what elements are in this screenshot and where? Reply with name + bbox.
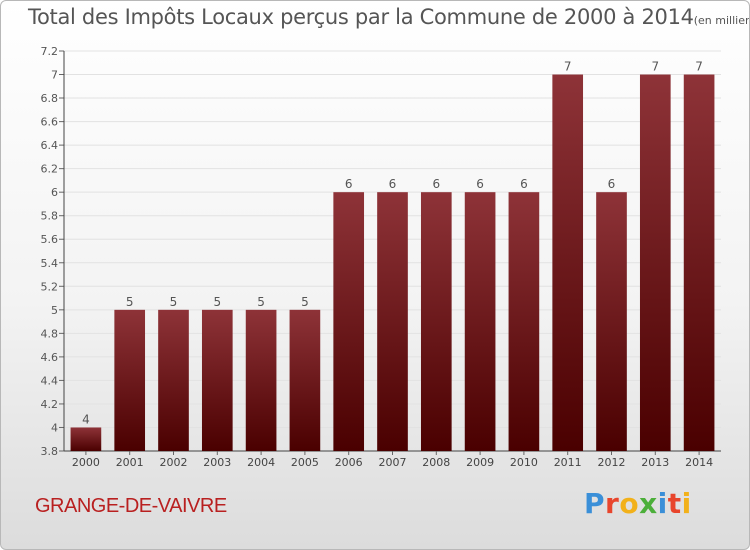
y-tick-label-6: 5 <box>51 304 58 317</box>
y-tick-label-0: 3.8 <box>41 445 59 458</box>
bar-2005 <box>289 309 321 451</box>
logo-letter: i <box>657 487 668 520</box>
logo-letter: x <box>639 487 658 520</box>
data-label-2010: 6 <box>520 177 528 191</box>
bar-2000 <box>70 427 102 451</box>
x-tick-label-2000: 2000 <box>72 456 100 469</box>
logo-letter: r <box>605 487 620 520</box>
x-tick-label-2010: 2010 <box>510 456 538 469</box>
data-label-2000: 4 <box>82 412 90 426</box>
x-tick-label-2004: 2004 <box>247 456 275 469</box>
data-label-2004: 5 <box>257 295 265 309</box>
bar-2012 <box>596 192 627 452</box>
x-tick-label-2001: 2001 <box>116 456 144 469</box>
data-label-2013: 7 <box>651 60 659 74</box>
x-tick-label-2005: 2005 <box>291 456 319 469</box>
y-tick-label-9: 5.6 <box>41 233 59 246</box>
bar-2010 <box>508 192 540 452</box>
data-label-2002: 5 <box>170 295 178 309</box>
x-tick-label-2014: 2014 <box>685 456 713 469</box>
x-tick-labels: 2000 2001 2002 2003 2004 2005 2006 2007 2008 2009… <box>72 451 713 469</box>
y-tick-label-5: 4.8 <box>41 327 59 340</box>
data-label-2011: 7 <box>564 60 572 74</box>
chart-title: Total des Impôts Locaux perçus par la Co… <box>28 5 750 29</box>
data-label-2008: 6 <box>432 177 440 191</box>
x-tick-label-2007: 2007 <box>379 456 407 469</box>
bars <box>70 74 715 452</box>
bar-2007 <box>377 192 408 452</box>
y-tick-label-15: 6.8 <box>41 92 59 105</box>
proxiti-logo: Proxiti <box>584 487 692 520</box>
data-label-2007: 6 <box>389 177 397 191</box>
y-tick-labels: 3.8 4 4.2 4.4 4.6 4.8 5 5.2 5.4 5.6 5.8 6 6.2 6.4 6.6 6… <box>41 45 59 458</box>
y-tick-label-8: 5.4 <box>41 257 59 270</box>
y-tick-label-4: 4.6 <box>41 351 59 364</box>
bar-2003 <box>201 309 233 451</box>
bar-2001 <box>114 309 146 451</box>
y-tick-label-3: 4.4 <box>41 374 59 387</box>
y-tick-label-17: 7.2 <box>41 45 59 58</box>
y-tick-label-10: 5.8 <box>41 210 59 223</box>
data-labels: 4 5 5 5 5 5 6 6 6 6 6 7 6 7 7 <box>82 60 703 427</box>
data-label-2006: 6 <box>345 177 353 191</box>
data-label-2009: 6 <box>476 177 484 191</box>
x-tick-label-2013: 2013 <box>641 456 669 469</box>
commune-name: GRANGE-DE-VAIVRE <box>35 495 227 517</box>
chart-title-text: Total des Impôts Locaux perçus par la Co… <box>28 5 694 29</box>
data-label-2012: 6 <box>608 177 616 191</box>
bar-2009 <box>464 192 496 452</box>
y-tick-label-13: 6.4 <box>41 139 59 152</box>
x-tick-label-2011: 2011 <box>554 456 582 469</box>
y-tick-label-11: 6 <box>51 186 58 199</box>
y-tick-label-7: 5.2 <box>41 280 59 293</box>
y-tick-label-14: 6.6 <box>41 116 59 129</box>
data-label-2005: 5 <box>301 295 309 309</box>
logo-letter: i <box>681 487 692 520</box>
y-tick-label-1: 4 <box>51 421 58 434</box>
data-label-2003: 5 <box>213 295 221 309</box>
bar-2002 <box>158 309 189 451</box>
y-tick-label-16: 7 <box>51 69 58 82</box>
y-tick-label-2: 4.2 <box>41 398 59 411</box>
bar-2004 <box>245 309 277 451</box>
bar-2013 <box>639 74 671 451</box>
bar-2008 <box>420 192 452 452</box>
bar-2014 <box>683 74 715 451</box>
data-label-2001: 5 <box>126 295 134 309</box>
x-tick-label-2012: 2012 <box>598 456 626 469</box>
logo-letter: o <box>619 487 640 520</box>
x-tick-label-2006: 2006 <box>335 456 363 469</box>
x-tick-label-2009: 2009 <box>466 456 494 469</box>
y-tick-label-12: 6.2 <box>41 163 59 176</box>
logo-letter: t <box>667 487 682 520</box>
x-tick-label-2002: 2002 <box>160 456 188 469</box>
logo-letter: P <box>584 487 606 520</box>
x-tick-label-2003: 2003 <box>203 456 231 469</box>
bar-2011 <box>552 74 584 451</box>
bar-2006 <box>333 192 365 452</box>
chart-unit-note: (en milliers d'€) <box>693 14 750 27</box>
data-label-2014: 7 <box>695 60 703 74</box>
x-tick-label-2008: 2008 <box>422 456 450 469</box>
